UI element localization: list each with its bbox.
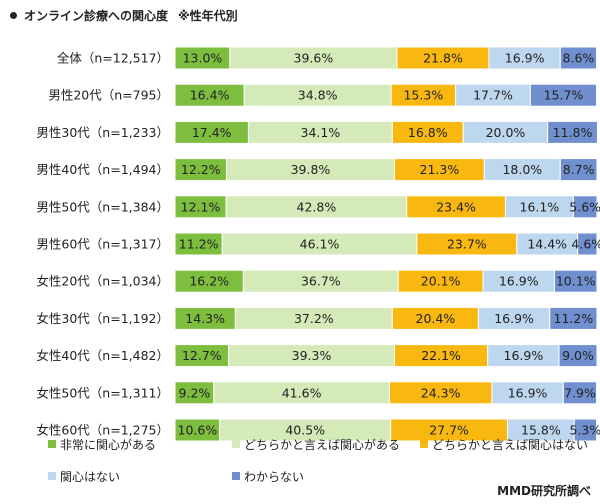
data-label: 12.1% — [181, 199, 221, 214]
bar-segment — [559, 46, 598, 70]
bar-segment — [559, 158, 598, 182]
data-label: 36.7% — [301, 274, 341, 289]
data-label: 13.0% — [183, 51, 223, 66]
legend-swatch — [232, 440, 240, 448]
data-label: 40.5% — [285, 423, 325, 438]
data-label: 11.2% — [179, 237, 219, 252]
data-label: 20.0% — [486, 125, 526, 140]
bar-segment — [562, 381, 598, 405]
data-label: 15.8% — [521, 423, 561, 438]
data-label: 16.9% — [494, 311, 534, 326]
data-label: 10.1% — [556, 274, 596, 289]
data-label: 27.7% — [429, 423, 469, 438]
data-label: 39.8% — [291, 162, 331, 177]
data-label: 15.3% — [403, 88, 443, 103]
category-label: 女性60代（n=1,275） — [36, 423, 169, 438]
data-label: 11.8% — [553, 125, 593, 140]
category-label: 男性40代（n=1,494） — [36, 162, 169, 177]
data-label: 20.4% — [416, 311, 456, 326]
data-label: 15.7% — [544, 88, 584, 103]
data-label: 11.2% — [554, 311, 594, 326]
legend-label: 非常に関心がある — [60, 437, 156, 452]
data-label: 7.9% — [564, 385, 596, 400]
legend-label: どちらかと言えば関心はない — [432, 438, 588, 452]
data-label: 23.7% — [447, 237, 487, 252]
legend-swatch — [48, 440, 56, 448]
category-label: 男性30代（n=1,233） — [36, 125, 169, 140]
data-label: 34.1% — [301, 125, 341, 140]
legend-swatch — [48, 472, 56, 480]
data-label: 42.8% — [297, 199, 337, 214]
legend-swatch — [232, 472, 240, 480]
data-label: 39.3% — [292, 348, 332, 363]
data-label: 16.1% — [520, 199, 560, 214]
title-bullet-icon — [10, 12, 17, 19]
data-label: 17.7% — [473, 88, 513, 103]
category-label: 女性30代（n=1,192） — [36, 311, 169, 326]
category-label: 男性60代（n=1,317） — [36, 237, 169, 252]
category-label: 全体（n=12,517） — [57, 51, 169, 66]
bar-segment — [573, 418, 598, 442]
title-text: オンライン診療への関心度 — [24, 9, 169, 23]
bar-segment — [558, 344, 598, 368]
legend-label: どちらかと言えば関心がある — [244, 437, 400, 452]
legend-label: 関心はない — [60, 470, 120, 484]
data-label: 16.8% — [408, 125, 448, 140]
data-label: 21.3% — [420, 162, 460, 177]
data-label: 41.6% — [282, 385, 322, 400]
data-label: 8.6% — [563, 51, 595, 66]
data-label: 34.8% — [298, 88, 338, 103]
data-label: 5.6% — [569, 199, 600, 214]
data-label: 12.7% — [182, 348, 222, 363]
data-label: 16.9% — [504, 348, 544, 363]
data-label: 20.1% — [421, 274, 461, 289]
bar-segment — [572, 195, 598, 219]
category-label: 女性50代（n=1,311） — [36, 385, 169, 400]
category-label: 男性20代（n=795） — [48, 88, 169, 103]
data-label: 14.4% — [527, 237, 567, 252]
data-label: 10.6% — [178, 423, 218, 438]
data-label: 14.3% — [185, 311, 225, 326]
data-label: 17.4% — [192, 125, 232, 140]
source-credit: MMD研究所調べ — [497, 484, 591, 498]
chart-title: オンライン診療への関心度 ※性年代別 — [10, 7, 238, 24]
data-label: 5.3% — [570, 423, 600, 438]
data-label: 23.4% — [436, 199, 476, 214]
category-label: 女性40代（n=1,482） — [36, 348, 169, 363]
bar-segment — [577, 232, 598, 256]
data-label: 21.8% — [423, 51, 463, 66]
legend-swatch — [420, 440, 428, 448]
chart-rows: 全体（n=12,517） 13.0% 39.6% 21.8% 16.9% 8.6% 男性20… — [36, 46, 600, 442]
category-label: 男性50代（n=1,384） — [36, 199, 169, 214]
data-label: 22.1% — [421, 348, 461, 363]
data-label: 16.9% — [508, 385, 548, 400]
data-label: 4.6% — [571, 237, 600, 252]
data-label: 16.4% — [190, 88, 230, 103]
bar-segment — [553, 269, 598, 293]
data-label: 46.1% — [300, 237, 340, 252]
bar-segment — [547, 120, 598, 144]
bar-segment — [529, 83, 598, 107]
data-label: 24.3% — [421, 385, 461, 400]
data-label: 39.6% — [294, 51, 334, 66]
data-label: 9.2% — [179, 385, 211, 400]
legend-label: わからない — [244, 470, 304, 484]
bar-segment — [549, 306, 598, 330]
data-label: 9.0% — [562, 348, 594, 363]
data-label: 37.2% — [294, 311, 334, 326]
data-label: 18.0% — [502, 162, 542, 177]
data-label: 12.2% — [181, 162, 221, 177]
data-label: 16.2% — [189, 274, 229, 289]
data-label: 8.7% — [563, 162, 595, 177]
category-label: 女性20代（n=1,034） — [36, 274, 169, 289]
data-label: 16.9% — [499, 274, 539, 289]
chart-subtitle: ※性年代別 — [178, 9, 238, 23]
data-label: 16.9% — [505, 51, 545, 66]
